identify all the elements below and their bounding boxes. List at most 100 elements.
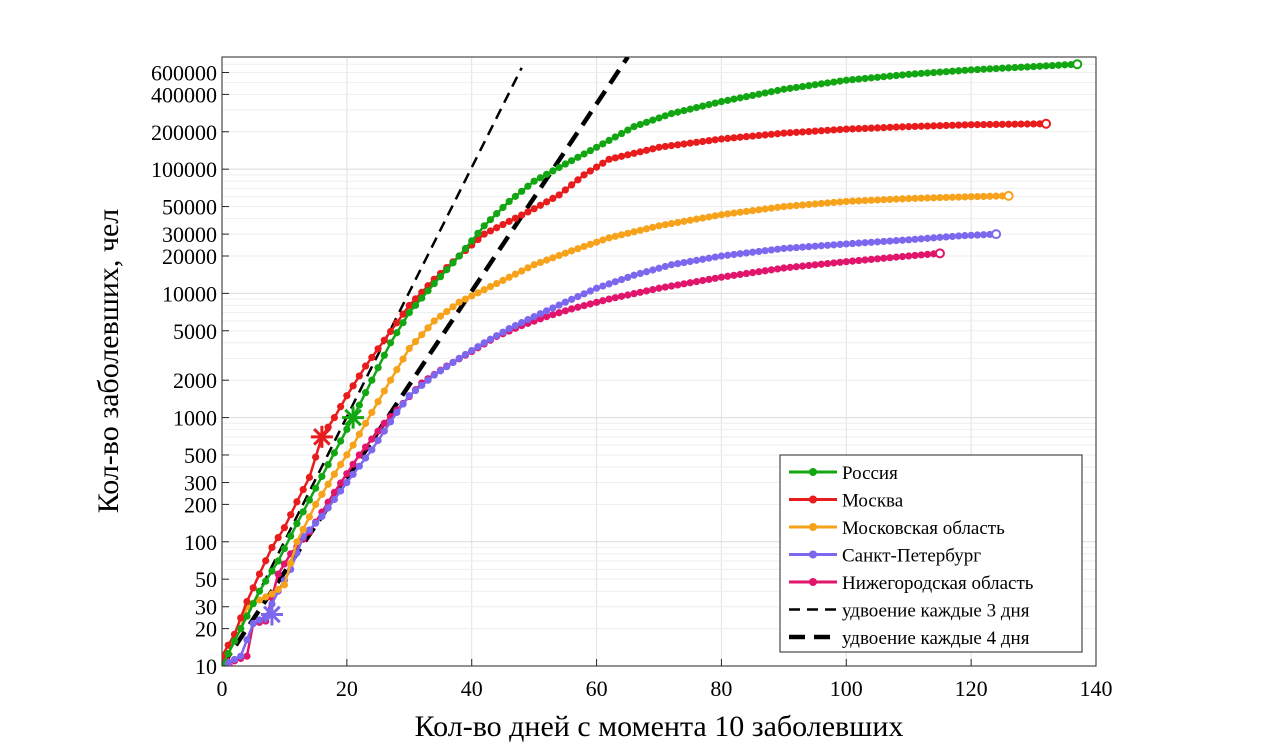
data-point [880, 73, 888, 81]
end-marker [1041, 118, 1052, 129]
star-marker [342, 406, 365, 429]
data-point [705, 275, 713, 283]
star-marker [260, 603, 283, 626]
data-point [986, 65, 994, 73]
data-point [855, 197, 863, 205]
data-point [873, 196, 882, 204]
data-point [967, 121, 975, 129]
legend-label: Московская область [842, 518, 1005, 539]
legend-marker [809, 495, 817, 504]
data-point [230, 637, 239, 645]
legend-item: Москва [789, 491, 904, 512]
data-point [642, 146, 651, 154]
y-tick-label: 2000 [173, 368, 217, 393]
data-point [724, 210, 732, 218]
data-point [511, 322, 520, 330]
data-point [530, 205, 538, 213]
data-point [855, 125, 863, 133]
data-point [561, 186, 569, 194]
data-point [386, 418, 395, 426]
data-point [318, 490, 326, 498]
data-point [1023, 120, 1031, 128]
data-point [505, 217, 513, 225]
data-point [605, 155, 613, 163]
data-point [973, 192, 981, 201]
data-point [661, 221, 669, 229]
data-point [699, 255, 707, 263]
data-point [686, 216, 694, 224]
data-point [374, 427, 382, 435]
data-point [923, 194, 932, 202]
data-point [274, 585, 282, 594]
data-point [817, 242, 825, 250]
data-point [680, 280, 688, 288]
data-point [343, 478, 351, 487]
data-point [649, 223, 657, 231]
data-point [898, 71, 907, 79]
data-point [468, 237, 476, 245]
data-point [948, 121, 957, 129]
data-point [430, 279, 438, 288]
data-point [355, 401, 363, 409]
data-point [624, 229, 632, 237]
data-point [886, 72, 894, 80]
data-point [836, 240, 844, 249]
data-point [711, 212, 719, 220]
data-point [780, 264, 788, 272]
data-point [736, 133, 744, 141]
legend-item: Россия [789, 463, 898, 484]
data-point [655, 284, 663, 292]
data-point [955, 67, 963, 75]
data-point [911, 194, 919, 202]
data-point [892, 71, 900, 80]
end-marker [1072, 59, 1083, 70]
data-point [717, 252, 726, 260]
data-point [742, 249, 751, 257]
data-point [617, 129, 626, 138]
data-point [305, 513, 313, 521]
data-point [848, 257, 857, 265]
data-point [792, 128, 800, 136]
data-point [424, 324, 432, 332]
end-marker [1003, 190, 1014, 201]
data-point [761, 131, 769, 139]
data-point [661, 283, 669, 291]
data-point [724, 134, 732, 142]
data-point [867, 255, 875, 263]
data-point [312, 519, 320, 527]
data-point [605, 234, 613, 242]
data-point [305, 473, 313, 481]
data-point [368, 408, 376, 417]
data-point [574, 176, 582, 184]
data-point [873, 255, 882, 263]
data-point [798, 82, 807, 91]
y-tick-label: 30 [195, 595, 217, 620]
y-tick-label: 200 [184, 492, 217, 517]
data-point [380, 336, 388, 344]
data-point [274, 570, 282, 578]
data-point [586, 167, 594, 175]
data-point [992, 64, 1000, 73]
data-point [786, 244, 794, 252]
data-point [536, 174, 544, 182]
data-point [655, 143, 663, 151]
data-point [667, 219, 676, 228]
data-point [624, 291, 632, 299]
data-point [792, 243, 800, 252]
y-tick-label: 30000 [162, 222, 217, 247]
data-point [711, 99, 719, 107]
data-point [855, 239, 863, 247]
x-axis: 0 20 40 60 80 100 120 140 [217, 659, 1113, 701]
data-point [680, 217, 688, 225]
data-point [368, 376, 376, 384]
data-point [605, 136, 613, 145]
data-point [923, 250, 932, 259]
data-point [1011, 63, 1019, 72]
data-point [312, 453, 320, 461]
data-point [592, 284, 601, 292]
data-point [955, 121, 963, 129]
data-point [911, 122, 919, 131]
data-point [349, 470, 357, 478]
data-point [486, 335, 495, 343]
data-point [530, 177, 538, 185]
